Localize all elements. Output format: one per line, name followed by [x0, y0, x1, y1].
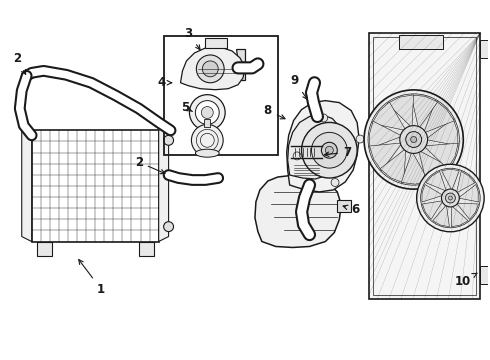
- Polygon shape: [288, 114, 343, 179]
- Text: 4: 4: [157, 76, 171, 89]
- Circle shape: [331, 179, 339, 186]
- Bar: [293, 146, 320, 158]
- Polygon shape: [22, 125, 32, 242]
- Polygon shape: [451, 206, 468, 227]
- Polygon shape: [236, 49, 245, 62]
- Polygon shape: [287, 100, 359, 192]
- Polygon shape: [411, 95, 438, 129]
- Text: 1: 1: [79, 260, 105, 296]
- Bar: [399, 35, 443, 49]
- Circle shape: [368, 94, 459, 185]
- Polygon shape: [433, 205, 449, 227]
- Circle shape: [312, 132, 347, 168]
- Polygon shape: [37, 242, 51, 256]
- Polygon shape: [255, 175, 341, 247]
- Circle shape: [416, 164, 484, 232]
- Text: 6: 6: [343, 203, 359, 216]
- Circle shape: [400, 126, 428, 153]
- Polygon shape: [457, 171, 475, 193]
- Polygon shape: [458, 185, 479, 202]
- Text: 8: 8: [264, 104, 285, 119]
- Polygon shape: [369, 121, 402, 149]
- Polygon shape: [380, 149, 406, 183]
- Polygon shape: [369, 143, 402, 171]
- Bar: [369, 33, 480, 299]
- Circle shape: [301, 122, 357, 178]
- Polygon shape: [457, 203, 479, 219]
- Bar: [337, 200, 351, 212]
- Circle shape: [448, 196, 452, 200]
- Polygon shape: [426, 118, 458, 146]
- Bar: [198, 65, 240, 77]
- Polygon shape: [180, 47, 245, 90]
- Polygon shape: [422, 185, 443, 202]
- Text: 10: 10: [455, 273, 477, 288]
- Bar: [294, 162, 319, 177]
- Polygon shape: [372, 102, 406, 131]
- Polygon shape: [426, 171, 446, 191]
- Circle shape: [364, 90, 464, 189]
- Polygon shape: [422, 201, 443, 219]
- Polygon shape: [424, 143, 458, 168]
- Circle shape: [411, 136, 416, 143]
- Bar: [204, 120, 210, 127]
- Circle shape: [202, 61, 218, 77]
- Circle shape: [196, 55, 224, 83]
- Circle shape: [420, 168, 480, 228]
- Bar: [205, 38, 227, 48]
- Circle shape: [164, 135, 173, 145]
- Bar: [480, 266, 490, 284]
- Bar: [164, 36, 278, 155]
- Polygon shape: [418, 150, 449, 182]
- Circle shape: [445, 193, 455, 203]
- Circle shape: [192, 125, 223, 156]
- Circle shape: [164, 222, 173, 231]
- Circle shape: [293, 152, 301, 160]
- Text: 7: 7: [324, 146, 351, 159]
- Circle shape: [190, 95, 225, 130]
- Circle shape: [319, 114, 328, 122]
- Circle shape: [201, 107, 213, 118]
- Text: 2: 2: [13, 53, 25, 74]
- Bar: [238, 62, 245, 80]
- Polygon shape: [139, 242, 154, 256]
- Circle shape: [406, 131, 421, 148]
- Bar: [480, 40, 490, 58]
- Polygon shape: [441, 169, 459, 190]
- Text: 9: 9: [291, 74, 307, 99]
- Text: 5: 5: [181, 101, 193, 114]
- Polygon shape: [424, 100, 454, 133]
- Polygon shape: [401, 151, 429, 184]
- Ellipse shape: [196, 149, 219, 157]
- Circle shape: [321, 142, 337, 158]
- Bar: [196, 62, 201, 80]
- Circle shape: [325, 146, 333, 154]
- Bar: [373, 37, 476, 295]
- Bar: [32, 130, 159, 242]
- Polygon shape: [387, 95, 414, 128]
- Text: 3: 3: [184, 27, 200, 50]
- Circle shape: [356, 135, 364, 143]
- Polygon shape: [159, 125, 169, 242]
- Text: 2: 2: [135, 156, 165, 174]
- Circle shape: [196, 100, 219, 125]
- Circle shape: [441, 189, 459, 207]
